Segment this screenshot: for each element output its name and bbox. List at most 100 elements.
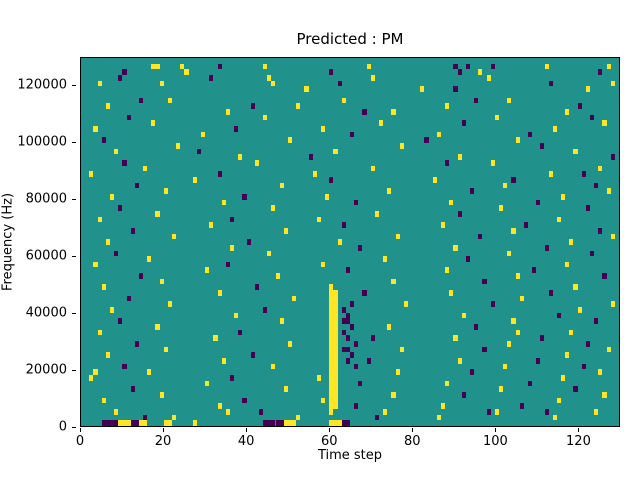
- heatmap-cell: [172, 233, 177, 240]
- heatmap-cell: [312, 171, 317, 177]
- heatmap-cell: [287, 420, 293, 426]
- heatmap-cell: [329, 301, 334, 308]
- heatmap-cell: [143, 420, 148, 426]
- heatmap-cell: [556, 312, 562, 319]
- x-tick-label: 80: [404, 434, 421, 449]
- heatmap-cell: [97, 329, 102, 336]
- heatmap-cell: [337, 239, 342, 245]
- heatmap-cell: [436, 131, 442, 138]
- x-tick-mark: [245, 428, 247, 432]
- heatmap-cell: [333, 369, 338, 376]
- heatmap-cell: [225, 108, 230, 115]
- heatmap-cell: [585, 341, 591, 347]
- heatmap-cell: [263, 307, 268, 313]
- heatmap-cell: [470, 188, 475, 194]
- heatmap-cell: [606, 188, 611, 194]
- heatmap-cell: [345, 346, 350, 353]
- heatmap-cell: [325, 193, 330, 200]
- x-tick-label: 120: [566, 434, 591, 449]
- y-tick-label: 40000: [25, 305, 67, 321]
- heatmap-cell: [229, 244, 235, 251]
- heatmap-cell: [590, 250, 595, 257]
- heatmap-cell: [420, 86, 425, 92]
- heatmap-cell: [378, 120, 384, 126]
- heatmap-cell: [138, 420, 144, 426]
- heatmap-cell: [370, 75, 375, 81]
- heatmap-cell: [399, 346, 404, 353]
- heatmap-cell: [159, 392, 164, 398]
- heatmap-cell: [238, 329, 243, 336]
- heatmap-cell: [267, 420, 272, 426]
- heatmap-cell: [279, 318, 284, 325]
- heatmap-cell: [544, 63, 549, 70]
- heatmap-cell: [345, 358, 350, 364]
- heatmap-cell: [341, 346, 346, 353]
- heatmap-cell: [329, 284, 334, 291]
- x-tick-label: 0: [75, 434, 85, 449]
- heatmap-cell: [337, 80, 342, 87]
- heatmap-cell: [180, 63, 185, 70]
- heatmap-cell: [333, 329, 338, 336]
- heatmap-cell: [172, 414, 177, 421]
- y-tick-mark: [72, 198, 76, 200]
- heatmap-cell: [445, 159, 450, 166]
- heatmap-cell: [598, 69, 603, 75]
- heatmap-cell: [548, 171, 553, 177]
- heatmap-cell: [159, 278, 164, 285]
- heatmap-cell: [507, 250, 512, 257]
- heatmap-cell: [552, 414, 557, 421]
- heatmap-cell: [399, 142, 404, 149]
- heatmap-cell: [383, 256, 388, 262]
- heatmap-cell: [126, 420, 131, 426]
- heatmap-cell: [97, 216, 102, 223]
- heatmap-cell: [196, 148, 201, 155]
- heatmap-cell: [329, 312, 334, 319]
- heatmap-cell: [341, 329, 346, 336]
- heatmap-cell: [329, 392, 334, 398]
- heatmap-cell: [205, 380, 210, 387]
- heatmap-cell: [118, 205, 123, 211]
- heatmap-cell: [548, 80, 553, 87]
- heatmap-cell: [114, 148, 119, 155]
- heatmap-cell: [395, 233, 400, 240]
- heatmap-cell: [304, 86, 309, 92]
- heatmap-cell: [391, 392, 396, 398]
- heatmap-cell: [329, 307, 334, 313]
- heatmap-cell: [358, 244, 363, 251]
- heatmap-cell: [221, 358, 226, 364]
- heatmap-cell: [515, 137, 520, 143]
- heatmap-cell: [329, 358, 334, 364]
- heatmap-cell: [167, 420, 173, 426]
- heatmap-cell: [97, 80, 102, 87]
- heatmap-cell: [176, 142, 181, 149]
- heatmap-cell: [163, 188, 168, 194]
- x-tick-label: 60: [320, 434, 338, 449]
- plot-area: [80, 57, 620, 427]
- heatmap-cell: [333, 335, 338, 342]
- heatmap-cell: [333, 301, 338, 308]
- heatmap-cell: [561, 193, 566, 200]
- heatmap-cell: [130, 227, 135, 234]
- heatmap-cell: [225, 409, 230, 415]
- heatmap-cell: [536, 199, 541, 206]
- heatmap-cell: [465, 256, 470, 262]
- x-tick-mark: [162, 428, 164, 432]
- heatmap-cell: [308, 154, 313, 160]
- heatmap-cell: [511, 227, 516, 234]
- heatmap-cell: [552, 125, 557, 132]
- heatmap-cell: [263, 420, 268, 426]
- heatmap-cell: [519, 295, 524, 302]
- heatmap-cell: [556, 397, 562, 404]
- heatmap-cell: [498, 205, 504, 211]
- heatmap-cell: [263, 114, 268, 121]
- heatmap-cell: [333, 380, 338, 387]
- heatmap-cell: [205, 267, 210, 274]
- heatmap-cell: [486, 409, 491, 415]
- heatmap-cell: [490, 63, 495, 70]
- heatmap-cell: [279, 182, 284, 189]
- heatmap-cell: [134, 341, 139, 347]
- heatmap-cell: [329, 375, 334, 381]
- heatmap-cell: [329, 324, 334, 330]
- heatmap-cell: [329, 176, 334, 183]
